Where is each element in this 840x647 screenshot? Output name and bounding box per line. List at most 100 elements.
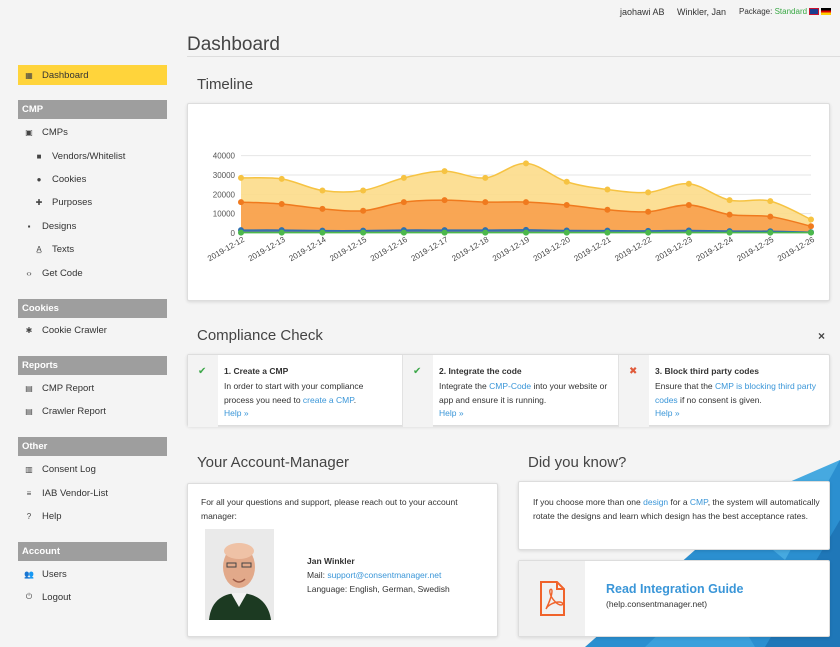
sidebar-item-help[interactable]: ? Help <box>18 506 167 526</box>
package-info: Package: Standard <box>739 7 832 16</box>
cookie-icon: ● <box>36 174 42 184</box>
sidebar-item-texts[interactable]: A̲ Texts <box>18 239 167 259</box>
integration-guide-card[interactable]: Read Integration Guide (help.consentmana… <box>518 560 830 637</box>
text-icon: A̲ <box>36 244 42 254</box>
data-point <box>563 178 570 185</box>
cmp-link[interactable]: CMP <box>689 497 708 507</box>
x-tick-label: 2019-12-14 <box>287 235 327 264</box>
package-value[interactable]: Standard <box>774 7 808 16</box>
data-point <box>278 229 285 236</box>
x-tick-label: 2019-12-16 <box>369 235 409 264</box>
sidebar-item-logout[interactable]: ⏻ Logout <box>18 587 167 607</box>
compliance-step-1: ✔ 1. Create a CMP In order to start with… <box>188 355 402 427</box>
data-point <box>441 168 448 175</box>
x-tick-label: 2019-12-17 <box>410 235 450 264</box>
sidebar-item-cookies[interactable]: ● Cookies <box>18 169 167 189</box>
data-point <box>563 201 570 208</box>
account-manager-photo <box>205 529 274 620</box>
help-link[interactable]: Help » <box>224 408 249 418</box>
data-point <box>319 187 326 194</box>
data-point <box>523 229 529 236</box>
sidebar-item-dashboard[interactable]: ▦ Dashboard <box>18 65 167 85</box>
integration-guide-url: (help.consentmanager.net) <box>606 599 708 609</box>
help-link[interactable]: Help » <box>439 408 464 418</box>
did-you-know-text: If you choose more than one design for a… <box>533 497 820 521</box>
sidebar-item-iab-vendor-list[interactable]: ≡ IAB Vendor-List <box>18 483 167 503</box>
data-point <box>563 229 570 236</box>
data-point <box>685 201 692 208</box>
user-name[interactable]: Winkler, Jan <box>677 7 727 17</box>
de-flag-icon[interactable] <box>821 8 832 15</box>
pdf-icon <box>540 581 565 616</box>
step-status-area <box>619 355 649 427</box>
sidebar-header-account: Account <box>18 542 167 561</box>
x-tick-label: 2019-12-21 <box>572 235 612 264</box>
blocking-link[interactable]: CMP is blocking third party codes <box>655 381 816 405</box>
data-point <box>767 213 774 220</box>
sidebar-header-cookies: Cookies <box>18 299 167 318</box>
step-status-area <box>188 355 218 427</box>
data-point <box>400 229 407 236</box>
sidebar-item-users[interactable]: 👥 Users <box>18 564 167 584</box>
timeline-card: 0 10000 20000 30000 40000 2019-12-12 2019-12-1… <box>187 103 830 301</box>
sidebar-item-consent-log[interactable]: ▥ Consent Log <box>18 459 167 479</box>
data-point <box>726 211 733 218</box>
data-point <box>482 174 489 181</box>
step-title: 3. Block third party codes <box>655 366 759 376</box>
create-cmp-link[interactable]: create a CMP <box>302 394 354 405</box>
data-point <box>441 229 448 236</box>
image-icon: ▪ <box>27 221 31 231</box>
data-point <box>808 223 814 230</box>
design-link[interactable]: design <box>643 497 669 507</box>
data-point <box>726 197 733 204</box>
x-tick-label: 2019-12-22 <box>613 235 653 264</box>
uk-flag-icon[interactable] <box>809 8 820 15</box>
data-point <box>726 229 733 236</box>
help-link[interactable]: Help » <box>655 408 680 418</box>
users-icon: 👥 <box>24 569 34 579</box>
support-email-link[interactable]: support@consentmanager.net <box>327 570 442 580</box>
close-icon[interactable]: × <box>818 329 826 343</box>
sidebar-item-vendors[interactable]: ■ Vendors/Whitelist <box>18 146 167 166</box>
data-point <box>808 216 814 223</box>
sidebar-item-cookie-crawler[interactable]: ✱ Cookie Crawler <box>18 320 167 340</box>
account-manager-mail: Mail: support@consentmanager.net <box>307 570 442 580</box>
data-point <box>604 186 611 193</box>
chart-icon: ▤ <box>25 383 33 393</box>
guide-icon-area <box>519 561 585 636</box>
power-icon: ⏻ <box>25 592 33 601</box>
x-tick-label: 2019-12-24 <box>695 235 735 264</box>
package-label: Package: <box>739 7 773 16</box>
x-tick-label: 2019-12-19 <box>491 235 531 264</box>
chart-icon: ▤ <box>25 406 33 416</box>
data-point <box>645 229 652 236</box>
cmp-code-link[interactable]: CMP-Code <box>489 381 532 391</box>
x-tick-label: 2019-12-23 <box>654 235 694 264</box>
sidebar-item-purposes[interactable]: ✚ Purposes <box>18 192 167 212</box>
data-point <box>278 175 285 182</box>
account-manager-language: Language: English, German, Swedish <box>307 584 450 594</box>
data-point <box>523 199 529 206</box>
x-tick-label: 2019-12-15 <box>328 235 368 264</box>
data-point <box>808 229 814 236</box>
sidebar-item-cmps[interactable]: ▣ CMPs <box>18 122 167 142</box>
sidebar-item-designs[interactable]: ▪ Designs <box>18 216 167 236</box>
x-tick-label: 2019-12-18 <box>450 235 490 264</box>
data-point <box>523 160 529 167</box>
x-tick-label: 2019-12-13 <box>247 235 287 264</box>
puzzle-icon: ✚ <box>35 197 43 207</box>
window-icon: ▣ <box>25 127 33 137</box>
data-point <box>685 180 692 187</box>
account-name[interactable]: jaohawi AB <box>620 7 665 17</box>
sidebar-item-get-code[interactable]: ‹› Get Code <box>18 263 167 283</box>
divider <box>402 355 403 427</box>
data-point <box>400 174 407 181</box>
data-point <box>319 205 326 212</box>
sidebar-item-crawler-report[interactable]: ▤ Crawler Report <box>18 401 167 421</box>
sidebar-item-cmp-report[interactable]: ▤ CMP Report <box>18 378 167 398</box>
y-tick-label: 40000 <box>213 152 236 161</box>
sidebar-header-cmp: CMP <box>18 100 167 119</box>
integration-guide-link[interactable]: Read Integration Guide <box>606 582 744 596</box>
check-icon: ✔ <box>198 366 207 377</box>
